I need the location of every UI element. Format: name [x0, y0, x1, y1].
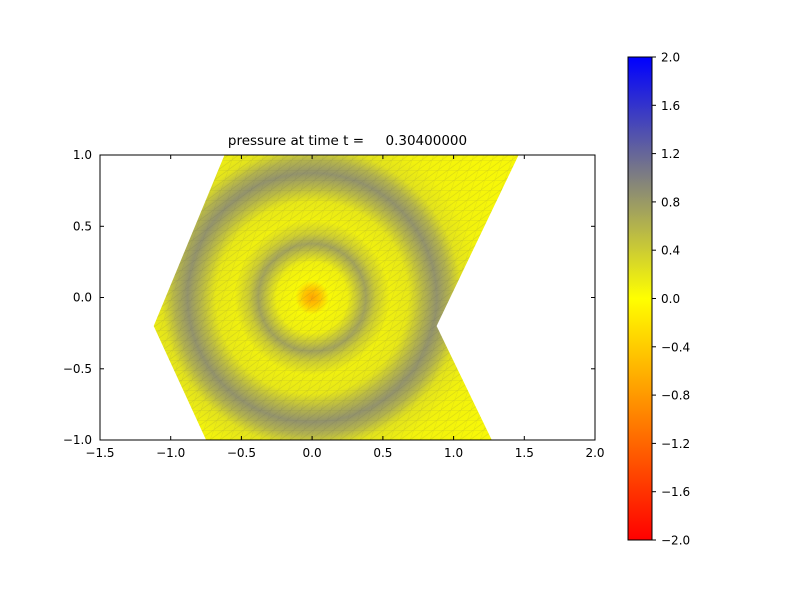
colorbar-tick-label: 0.8 [661, 195, 680, 209]
mesh-overlay-texture [153, 155, 519, 440]
x-tick-label: −0.5 [227, 446, 256, 460]
colorbar-tick-label: 1.2 [661, 147, 680, 161]
y-tick-label: −0.5 [63, 362, 92, 376]
y-tick-label: 0.0 [73, 291, 92, 305]
colorbar-tick-label: 0.4 [661, 244, 680, 258]
colorbar-tick-label: −1.6 [661, 485, 690, 499]
plot-title: pressure at time t = 0.30400000 [227, 133, 468, 149]
colorbar-tick-label: 0.0 [661, 292, 680, 306]
x-tick-label: 0.0 [303, 446, 322, 460]
x-tick-label: −1.0 [156, 446, 185, 460]
x-tick-label: 1.5 [515, 446, 534, 460]
y-tick-label: 1.0 [73, 148, 92, 162]
x-tick-label: 1.0 [444, 446, 463, 460]
colorbar-tick-label: −0.8 [661, 389, 690, 403]
x-tick-label: 2.0 [585, 446, 604, 460]
colorbar-tick-label: −0.4 [661, 340, 690, 354]
colorbar [627, 56, 653, 541]
colorbar-tick-label: 2.0 [661, 51, 680, 65]
y-tick-label: −1.0 [63, 433, 92, 447]
colorbar-tick-label: −2.0 [661, 534, 690, 548]
x-tick-label: −1.5 [85, 446, 114, 460]
x-tick-label: 0.5 [373, 446, 392, 460]
colorbar-tick-label: −1.2 [661, 437, 690, 451]
colorbar-tick-label: 1.6 [661, 99, 680, 113]
y-tick-label: 0.5 [73, 219, 92, 233]
